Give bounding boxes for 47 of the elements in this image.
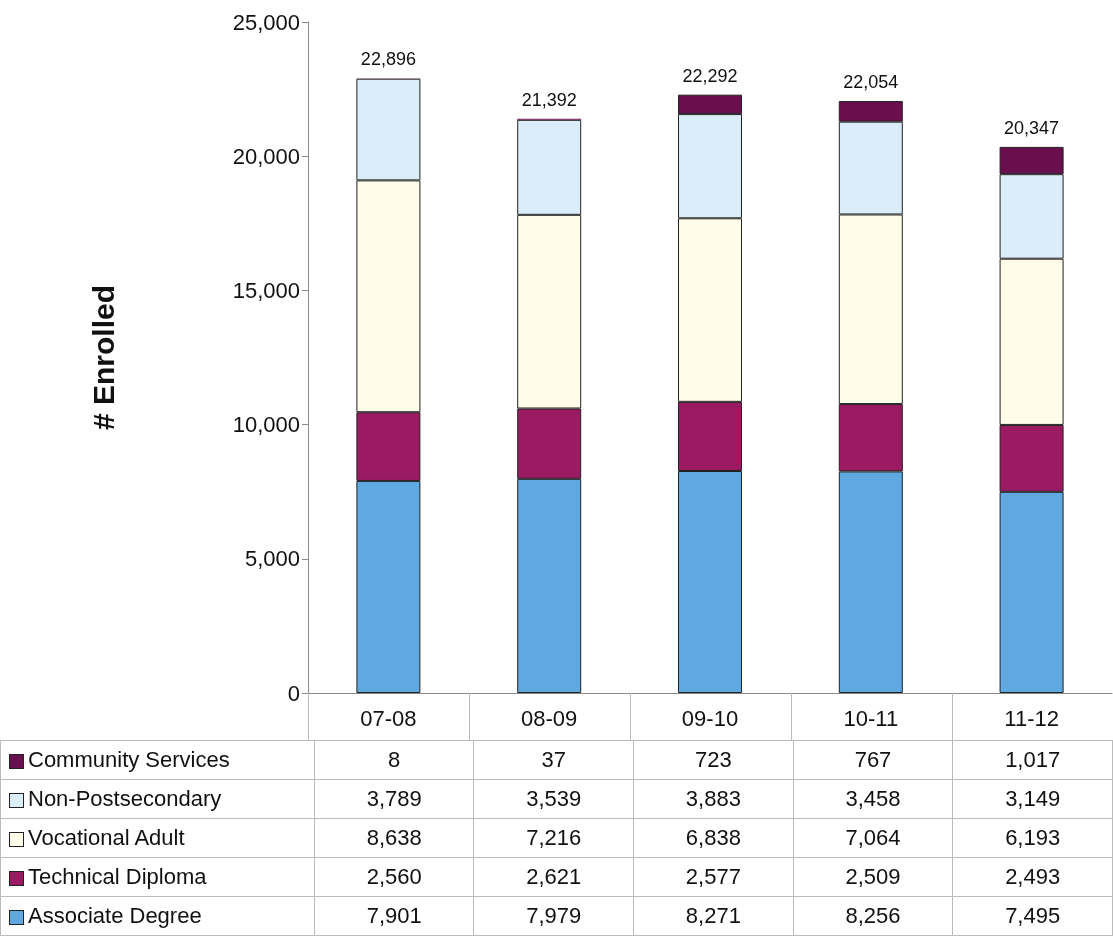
data-label: 6,193 (952, 818, 1113, 858)
legend-label: Vocational Adult (0, 818, 315, 858)
data-label: 8 (314, 740, 474, 780)
x-tick-label: 10-11 (843, 705, 899, 731)
data-label: 7,495 (952, 896, 1113, 936)
data-label: 723 (633, 740, 794, 780)
data-label: 2,577 (633, 857, 794, 897)
data-label: 2,493 (952, 857, 1113, 897)
total-label: 22,054 (843, 72, 899, 93)
x-tick-label: 07-08 (360, 705, 417, 731)
legend-label: Associate Degree (0, 896, 315, 936)
total-label: 22,896 (360, 49, 416, 70)
data-label: 3,149 (952, 779, 1113, 819)
y-tick-label: 0 (287, 680, 300, 706)
legend-label: Non-Postsecondary (0, 779, 315, 819)
total-label: 22,292 (682, 65, 738, 86)
data-label: 8,256 (793, 896, 953, 936)
y-tick-label: 25,000 (232, 9, 300, 35)
total-label: 21,392 (521, 89, 577, 110)
data-label: 3,539 (473, 779, 634, 819)
data-label: 3,883 (633, 779, 794, 819)
legend-label: Technical Diploma (0, 857, 315, 897)
y-axis-title: # Enrolled (86, 284, 120, 431)
data-label: 2,621 (473, 857, 634, 897)
data-label: 2,560 (314, 857, 474, 897)
data-label: 8,638 (314, 818, 474, 858)
y-tick-label: 5,000 (244, 546, 300, 572)
data-label: 2,509 (793, 857, 953, 897)
data-label: 767 (793, 740, 953, 780)
data-label: 3,789 (314, 779, 474, 819)
x-tick-label: 11-12 (1004, 705, 1059, 731)
data-label: 8,271 (633, 896, 794, 936)
legend-label: Community Services (0, 740, 315, 780)
y-tick-label: 15,000 (232, 277, 300, 303)
data-label: 6,838 (633, 818, 794, 858)
data-label: 7,979 (473, 896, 634, 936)
data-label: 1,017 (952, 740, 1113, 780)
data-label: 7,064 (793, 818, 953, 858)
x-tick-label: 08-09 (521, 705, 578, 731)
data-label: 7,216 (473, 818, 634, 858)
y-tick-label: 10,000 (232, 412, 300, 438)
x-tick-label: 09-10 (681, 705, 739, 731)
total-label: 20,347 (1004, 117, 1060, 138)
data-label: 3,458 (793, 779, 953, 819)
data-label: 37 (473, 740, 634, 780)
y-tick-label: 20,000 (232, 143, 300, 169)
data-label: 7,901 (314, 896, 474, 936)
